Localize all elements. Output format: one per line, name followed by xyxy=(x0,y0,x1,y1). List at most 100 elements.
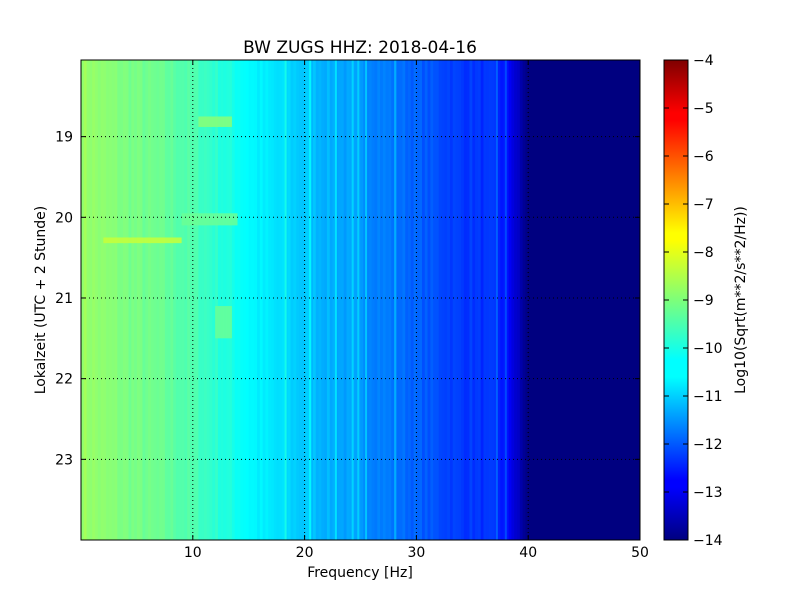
spectrogram-cell xyxy=(491,60,496,540)
spectrogram-cell xyxy=(452,60,457,540)
colorbar-tick-label: −8 xyxy=(693,245,714,261)
spectrogram-cell xyxy=(402,60,406,540)
spectrogram-cell xyxy=(234,60,239,540)
colorbar-tick-label: −4 xyxy=(693,53,714,69)
spectrogram-cell xyxy=(603,60,608,540)
spectrogram-cell xyxy=(421,60,426,540)
spectrogram-cell xyxy=(153,60,158,540)
spectrogram-cell xyxy=(550,60,554,540)
spectrogram-cell xyxy=(617,60,622,540)
x-axis-label: Frequency [Hz] xyxy=(307,565,413,581)
spectrogram-cell xyxy=(366,60,370,540)
spectrogram-cell xyxy=(170,60,174,540)
spectrogram-cell xyxy=(399,60,404,540)
colorbar-tick-label: −14 xyxy=(693,533,723,549)
spectrogram-cell xyxy=(340,60,345,540)
spectrogram-cell xyxy=(215,60,219,540)
spectral-line xyxy=(284,60,287,540)
spectrogram-cell xyxy=(598,60,602,540)
spectrogram-cell xyxy=(477,60,482,540)
spectrogram-cell xyxy=(424,60,429,540)
spectrogram-cell xyxy=(296,60,300,540)
spectrogram-cell xyxy=(282,60,286,540)
colorbar-tick-label: −12 xyxy=(693,437,723,453)
colorbar-tick-label: −9 xyxy=(693,293,714,309)
spectrogram-cell xyxy=(435,60,440,540)
x-tick-label: 30 xyxy=(407,545,425,561)
spectrogram-cell xyxy=(271,60,275,540)
spectrogram-cell xyxy=(377,60,381,540)
spectrogram-cell xyxy=(97,60,102,540)
spectrogram-cell xyxy=(335,60,339,540)
spectrogram-cell xyxy=(396,60,401,540)
spectrogram-cell xyxy=(444,60,448,540)
spectral-line xyxy=(504,60,507,540)
spectrogram-cell xyxy=(187,60,191,540)
spectrogram-cell xyxy=(517,60,521,540)
spectrogram-cell xyxy=(363,60,367,540)
x-axis: 10 20 30 40 50 xyxy=(184,60,649,561)
spectrogram-cell xyxy=(206,60,211,540)
spectrogram-cell xyxy=(542,60,546,540)
spectrogram-cell xyxy=(634,60,638,540)
spectrogram-patch xyxy=(181,213,238,226)
chart-title: BW ZUGS HHZ: 2018-04-16 xyxy=(243,38,477,58)
spectrogram-cell xyxy=(117,60,121,540)
spectrogram-cell xyxy=(525,60,529,540)
spectrogram-cell xyxy=(167,60,172,540)
spectrogram-cell xyxy=(176,60,180,540)
plot-frame xyxy=(80,59,641,541)
spectrogram-cell xyxy=(466,60,471,540)
spectrogram-cell xyxy=(508,60,513,540)
spectrogram-cell xyxy=(276,60,281,540)
spectrogram-cell xyxy=(142,60,146,540)
spectrogram-cell xyxy=(86,60,90,540)
spectrogram-cell xyxy=(511,60,515,540)
spectrogram-cell xyxy=(150,60,155,540)
spectrogram-cell xyxy=(475,60,479,540)
spectrogram-cell xyxy=(564,60,568,540)
y-tick-label: 19 xyxy=(55,130,73,146)
spectrogram-cell xyxy=(352,60,356,540)
spectrogram-cell xyxy=(145,60,149,540)
spectrogram-cell xyxy=(265,60,269,540)
spectrogram-cell xyxy=(380,60,384,540)
spectrogram-cell xyxy=(329,60,334,540)
spectrogram-cell xyxy=(441,60,445,540)
y-tick-label: 21 xyxy=(55,291,73,307)
spectrogram-cell xyxy=(430,60,434,540)
spectrogram-cell xyxy=(231,60,236,540)
spectrogram-cell xyxy=(332,60,336,540)
spectrogram-cell xyxy=(229,60,233,540)
spectrogram-cell xyxy=(262,60,267,540)
spectral-line xyxy=(394,60,397,540)
spectrogram-cell xyxy=(195,60,199,540)
spectrogram-cell xyxy=(223,60,227,540)
spectrogram-cell xyxy=(134,60,138,540)
spectrogram-cell xyxy=(181,60,186,540)
spectrogram-cell xyxy=(318,60,322,540)
spectrogram-cell xyxy=(136,60,141,540)
spectrogram-cell xyxy=(326,60,331,540)
y-tick-label: 22 xyxy=(55,372,73,388)
spectrogram-cell xyxy=(128,60,132,540)
spectrogram-cell xyxy=(626,60,630,540)
spectrogram-cell xyxy=(257,60,261,540)
spectrogram-cell xyxy=(519,60,524,540)
spectrogram-cell xyxy=(164,60,169,540)
spectrogram-cell xyxy=(251,60,255,540)
y-axis: 19 20 21 22 23 xyxy=(55,130,640,468)
spectrogram-patch xyxy=(198,116,232,127)
spectrogram-cell xyxy=(301,60,306,540)
spectrogram-cell xyxy=(338,60,342,540)
spectrogram-cell xyxy=(83,60,88,540)
spectrogram-cell xyxy=(438,60,443,540)
spectrogram-cell xyxy=(536,60,540,540)
y-tick-label: 23 xyxy=(55,452,73,468)
spectrogram-cell xyxy=(514,60,518,540)
x-tick-label: 40 xyxy=(519,545,537,561)
colorbar-tick-label: −5 xyxy=(693,101,714,117)
spectrogram-cell xyxy=(212,60,216,540)
colorbar-tick-label: −6 xyxy=(693,149,714,165)
colorbar-label: Log10(Sqrt(m**2/s**2/Hz)) xyxy=(733,206,749,394)
